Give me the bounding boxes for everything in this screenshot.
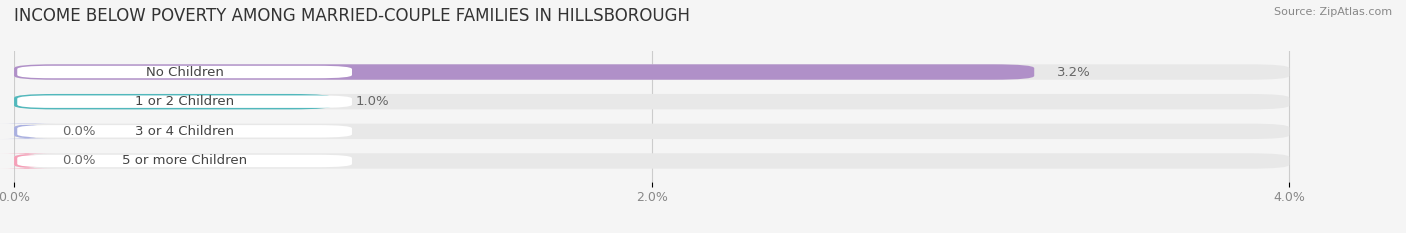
FancyBboxPatch shape xyxy=(14,94,1289,109)
FancyBboxPatch shape xyxy=(14,153,1289,169)
FancyBboxPatch shape xyxy=(0,153,55,169)
Text: 1 or 2 Children: 1 or 2 Children xyxy=(135,95,235,108)
Text: No Children: No Children xyxy=(146,65,224,79)
Text: 5 or more Children: 5 or more Children xyxy=(122,154,247,168)
Text: 3.2%: 3.2% xyxy=(1056,65,1090,79)
Text: 0.0%: 0.0% xyxy=(62,154,96,168)
FancyBboxPatch shape xyxy=(14,64,1035,80)
FancyBboxPatch shape xyxy=(17,125,352,137)
FancyBboxPatch shape xyxy=(0,124,55,139)
Text: INCOME BELOW POVERTY AMONG MARRIED-COUPLE FAMILIES IN HILLSBOROUGH: INCOME BELOW POVERTY AMONG MARRIED-COUPL… xyxy=(14,7,690,25)
FancyBboxPatch shape xyxy=(17,96,352,108)
FancyBboxPatch shape xyxy=(14,124,1289,139)
FancyBboxPatch shape xyxy=(14,94,333,109)
Text: 3 or 4 Children: 3 or 4 Children xyxy=(135,125,235,138)
FancyBboxPatch shape xyxy=(14,64,1289,80)
Text: Source: ZipAtlas.com: Source: ZipAtlas.com xyxy=(1274,7,1392,17)
Text: 0.0%: 0.0% xyxy=(62,125,96,138)
Text: 1.0%: 1.0% xyxy=(356,95,389,108)
FancyBboxPatch shape xyxy=(17,66,352,78)
FancyBboxPatch shape xyxy=(17,155,352,167)
